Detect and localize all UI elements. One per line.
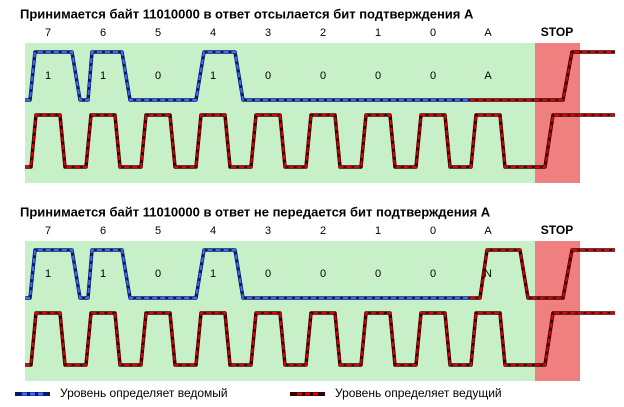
- panel: Принимается байт 11010000 в ответ не пер…: [20, 204, 615, 381]
- sda-master-dash: [470, 249, 615, 299]
- bit-value: 0: [430, 70, 436, 82]
- bit-value: N: [484, 268, 492, 280]
- bit-header: 0: [430, 27, 436, 39]
- stop-header: STOP: [541, 223, 573, 237]
- scl-master-dash: [25, 114, 615, 168]
- bit-value: 0: [155, 268, 161, 280]
- bit-header: 7: [45, 27, 51, 39]
- slave-zone: [25, 43, 535, 183]
- stop-zone: [535, 43, 580, 183]
- legend-master-label: Уровень определяет ведущий: [335, 386, 502, 400]
- bit-header: 0: [430, 225, 436, 237]
- bit-header: 4: [210, 27, 216, 39]
- bit-value: 1: [45, 70, 51, 82]
- bit-value: 0: [320, 268, 326, 280]
- bit-value: 0: [320, 70, 326, 82]
- slave-zone: [25, 241, 535, 381]
- bit-value: 1: [210, 268, 216, 280]
- sda-master-dash: [470, 51, 615, 101]
- legend-slave-label: Уровень определяет ведомый: [60, 386, 228, 400]
- bit-header: A: [484, 225, 492, 237]
- bit-header: 7: [45, 225, 51, 237]
- bit-header: 5: [155, 225, 161, 237]
- stop-header: STOP: [541, 25, 573, 39]
- bit-header: 1: [375, 27, 381, 39]
- sda-slave-dash: [25, 249, 470, 299]
- bit-header: 6: [100, 225, 106, 237]
- bit-header: 3: [265, 27, 271, 39]
- scl-master-dash: [25, 312, 615, 366]
- legend: Уровень определяет ведомый Уровень опред…: [15, 386, 502, 400]
- bit-header: 3: [265, 225, 271, 237]
- bit-header: 4: [210, 225, 216, 237]
- bit-header: A: [484, 27, 492, 39]
- bit-header: 2: [320, 27, 326, 39]
- stop-zone: [535, 241, 580, 381]
- bit-value: 0: [265, 70, 271, 82]
- bit-value: 0: [430, 268, 436, 280]
- bit-value: 1: [210, 70, 216, 82]
- bit-value: 1: [45, 268, 51, 280]
- bit-value: A: [484, 70, 492, 82]
- bit-value: 1: [100, 70, 106, 82]
- bit-header: 5: [155, 27, 161, 39]
- bit-value: 0: [375, 70, 381, 82]
- bit-header: 2: [320, 225, 326, 237]
- bit-header: 1: [375, 225, 381, 237]
- bit-value: 0: [375, 268, 381, 280]
- bit-header: 6: [100, 27, 106, 39]
- bit-value: 1: [100, 268, 106, 280]
- sda-slave-dash: [25, 51, 470, 101]
- panel-title: Принимается байт 11010000 в ответ отсыла…: [20, 6, 474, 21]
- bit-value: 0: [155, 70, 161, 82]
- panel: Принимается байт 11010000 в ответ отсыла…: [20, 6, 615, 183]
- panel-title: Принимается байт 11010000 в ответ не пер…: [20, 204, 491, 219]
- bit-value: 0: [265, 268, 271, 280]
